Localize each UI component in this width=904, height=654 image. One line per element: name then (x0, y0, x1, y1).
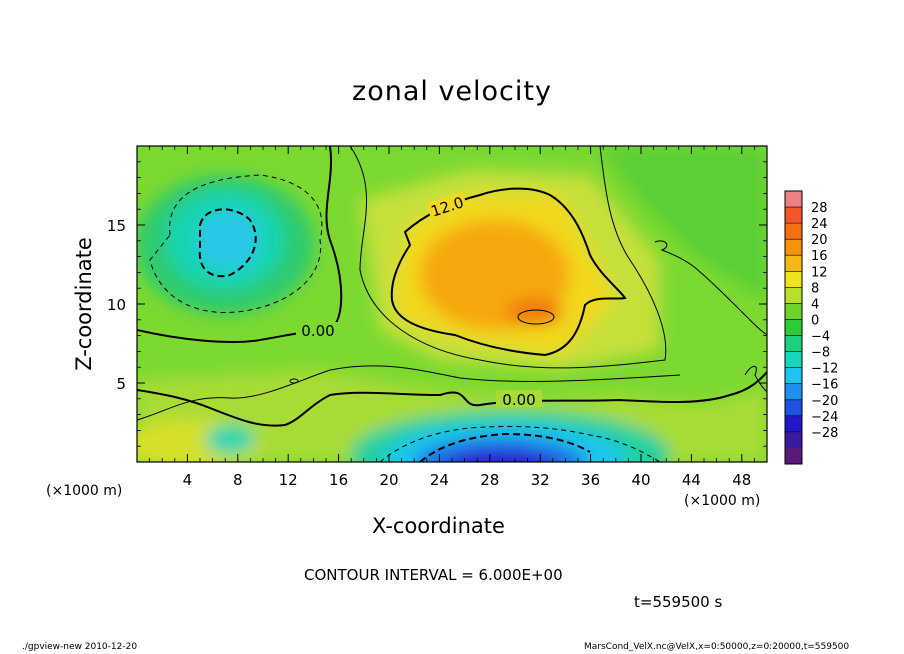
colorbar-swatch (785, 287, 802, 304)
contour-right-wiggle (654, 240, 767, 336)
chart-title: zonal velocity (352, 76, 552, 107)
colorbar-label: −12 (811, 362, 838, 377)
colorbar-label: −28 (811, 426, 838, 441)
colorbar-swatch (785, 271, 802, 288)
footer-left: ./gpview-new 2010-12-20 (22, 642, 138, 652)
colorbar-label: −24 (811, 410, 838, 425)
colorbar-swatch (785, 319, 802, 337)
contour-interval-text: CONTOUR INTERVAL = 6.000E+00 (304, 566, 563, 584)
y-axis-ticks: 5 10 15 (107, 161, 767, 447)
x-tick-label: 48 (732, 471, 751, 489)
colorbar-label: 0 (811, 313, 819, 328)
colorbar-label: −20 (811, 394, 838, 409)
contour-lines (137, 146, 767, 462)
x-tick-label: 12 (279, 471, 298, 489)
colorbar-swatch (785, 383, 802, 401)
contour-bottom-neg12 (419, 432, 591, 462)
colorbar-swatch (785, 399, 802, 417)
colorbar-swatch (785, 303, 802, 320)
colorbar-label: 28 (811, 201, 828, 216)
colorbar-label: 16 (811, 249, 828, 264)
negative-cell-core (196, 210, 260, 270)
colorbar-label: 20 (811, 233, 828, 248)
colorbar-swatch (785, 335, 802, 353)
colorbar-swatch (785, 255, 802, 272)
colorbar-label: 8 (811, 281, 819, 296)
contour-bottom-neg6 (379, 425, 661, 462)
colorbar-swatch (785, 207, 802, 224)
x-tick-label: 40 (631, 471, 650, 489)
x-tick-label: 4 (183, 471, 193, 489)
y-tick-label: 5 (116, 375, 126, 393)
x-tick-label: 8 (233, 471, 243, 489)
contour-zero-lower (137, 371, 767, 427)
colorbar-swatch (785, 351, 802, 369)
x-axis-unit: (×1000 m) (684, 493, 761, 509)
contour-plus6-lower (137, 365, 681, 421)
jet-maximum (507, 298, 563, 326)
contour-plus6 (349, 146, 667, 369)
contour-18 (517, 309, 555, 325)
colorbar-label: −16 (811, 378, 838, 393)
colorbar-label: 4 (811, 297, 819, 312)
y-axis-unit: (×1000 m) (46, 483, 123, 499)
x-tick-label: 28 (480, 471, 499, 489)
x-tick-label: 32 (531, 471, 550, 489)
colorbar-swatch (785, 239, 802, 256)
contour-12 (390, 187, 627, 357)
heatmap-field (137, 146, 767, 462)
x-tick-label: 16 (329, 471, 348, 489)
contour-upperleft-inner (198, 208, 257, 278)
negative-bottom-core (446, 450, 554, 462)
colorbar-swatch (785, 367, 802, 385)
y-axis-label: Z-coordinate (72, 237, 96, 371)
footer-right: MarsCond_VelX.nc@VelX,x=0:50000,z=0:2000… (584, 642, 850, 652)
colorbar-label: −4 (811, 330, 830, 345)
colorbar-swatch (785, 191, 802, 208)
y-tick-label: 10 (107, 296, 126, 314)
x-tick-label: 24 (430, 471, 449, 489)
x-axis-label: X-coordinate (372, 514, 505, 538)
x-tick-label: 36 (581, 471, 600, 489)
contour-label-zero-lower: 0.00 (502, 391, 535, 409)
colorbar-label: −8 (811, 346, 830, 361)
y-tick-label: 15 (107, 217, 126, 235)
contour-upperleft-outer (149, 174, 323, 314)
time-label: t=559500 s (634, 593, 723, 611)
contour-label-zero-upper: 0.00 (301, 322, 334, 340)
x-tick-label: 44 (682, 471, 701, 489)
colorbar-label: 24 (811, 217, 828, 232)
colorbar-swatch (785, 223, 802, 240)
colorbar-swatch (785, 447, 802, 465)
x-axis-ticks: 4 8 12 16 20 24 28 32 36 40 44 48 (149, 146, 755, 489)
colorbar-swatch (785, 431, 802, 449)
x-tick-label: 20 (379, 471, 398, 489)
colorbar-label: 12 (811, 265, 828, 280)
colorbar-swatch (785, 415, 802, 433)
colorbar-frame (784, 190, 803, 465)
